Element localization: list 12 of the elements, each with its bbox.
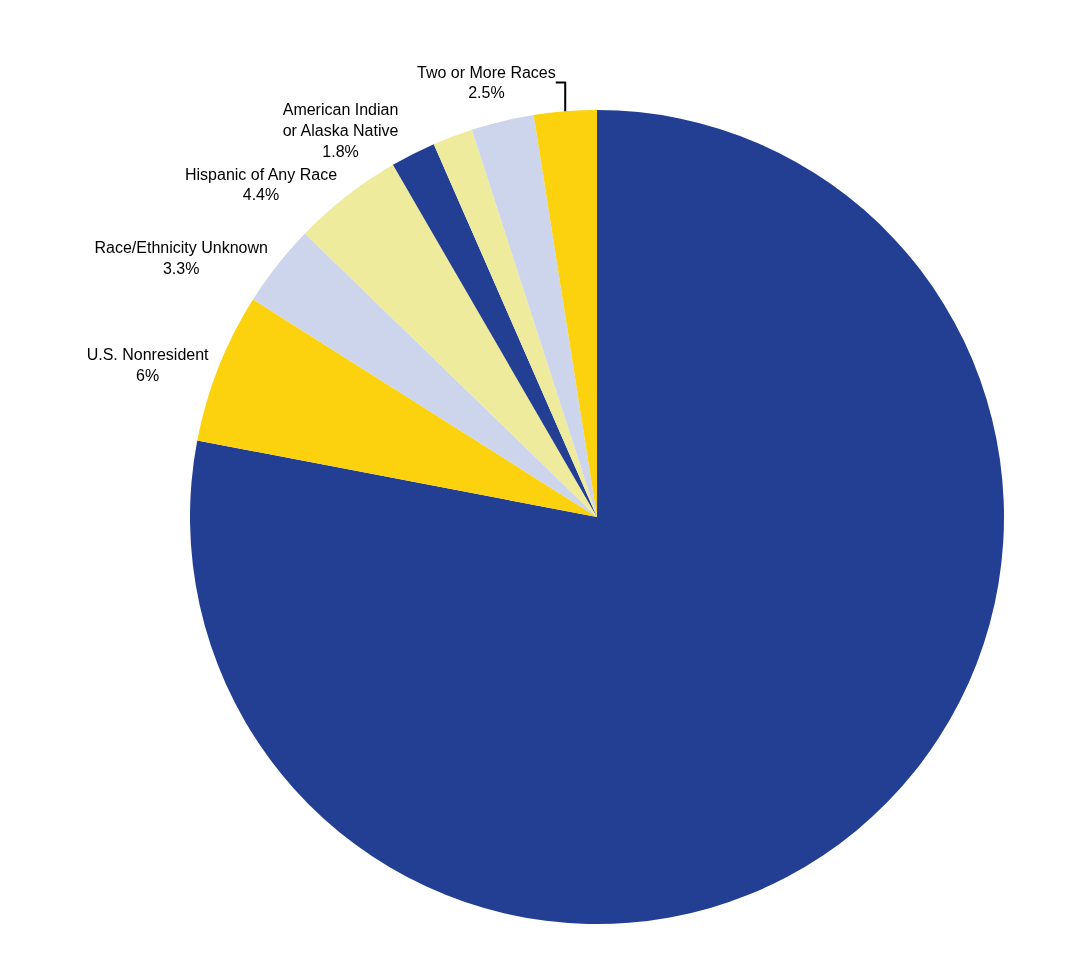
slice-label: American Indian or Alaska Native — [282, 101, 399, 140]
slice-label: U.S. Nonresident — [86, 345, 210, 363]
data-label: 2.5% — [468, 84, 505, 102]
slice-label: Hispanic of Any Race — [184, 165, 338, 183]
data-label: 1.8% — [322, 142, 359, 160]
slice-label: Two or More Races — [417, 63, 556, 81]
data-label: 6% — [136, 366, 160, 384]
data-label: 4.4% — [242, 186, 280, 204]
pie-slice — [533, 110, 597, 517]
pie-slice — [471, 114, 597, 517]
data-label: 3.3% — [162, 259, 200, 277]
slice-label: Race/Ethnicity Unknown — [94, 238, 268, 256]
